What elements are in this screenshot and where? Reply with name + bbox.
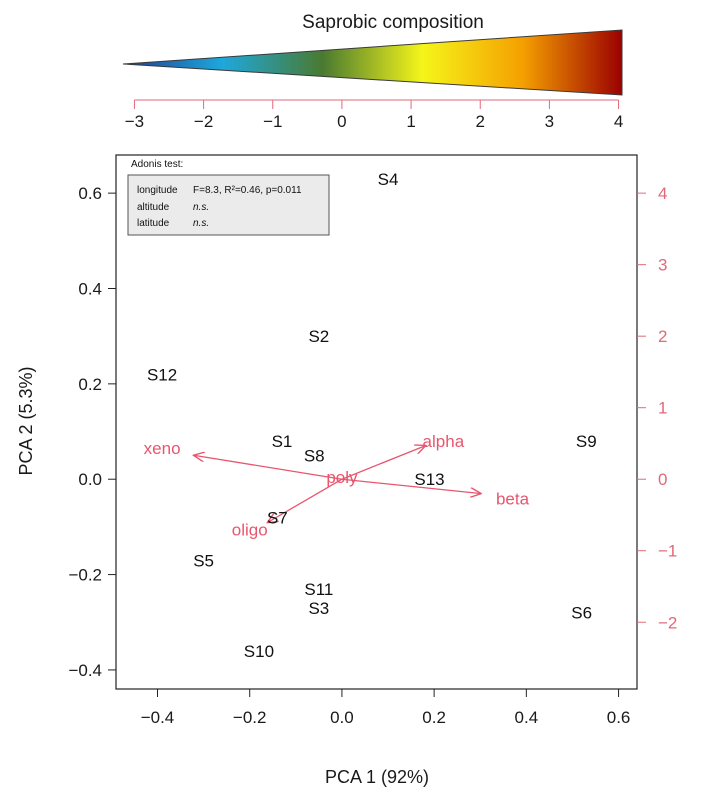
y-tick-label: 0.4 (78, 280, 102, 299)
x-axis-title: PCA 1 (92%) (325, 767, 429, 787)
vector-label-beta: beta (496, 489, 530, 508)
site-label-S10: S10 (244, 642, 274, 661)
top-tick-label: 1 (406, 112, 415, 131)
right-tick-label: 1 (658, 399, 667, 418)
vector-arrow-beta (341, 478, 480, 493)
legend-result-altitude: n.s. (193, 202, 209, 213)
top-tick-label: 3 (545, 112, 554, 131)
y-axis-title: PCA 2 (5.3%) (16, 366, 36, 475)
legend-variable-altitude: altitude (137, 202, 170, 213)
y-tick-label: 0.2 (78, 375, 102, 394)
top-tick-label: 2 (476, 112, 485, 131)
x-tick-label: −0.4 (141, 708, 175, 727)
legend-variable-latitude: latitude (137, 218, 170, 229)
legend-background (127, 174, 330, 236)
legend-title: Adonis test: (131, 159, 183, 170)
vector-arrow-alpha (341, 446, 425, 480)
right-tick-label: −2 (658, 613, 677, 632)
vector-label-alpha: alpha (423, 432, 465, 451)
site-label-S2: S2 (308, 327, 329, 346)
vector-label-poly: poly (326, 468, 358, 487)
adonis-legend: Adonis test: longitude F=8.3, R²=0.46, p… (127, 159, 330, 236)
site-label-S8: S8 (304, 446, 325, 465)
saprobic-gradient-wedge (122, 29, 623, 96)
site-label-S12: S12 (147, 365, 177, 384)
top-tick-label: 4 (614, 112, 623, 131)
vector-label-oligo: oligo (232, 520, 268, 539)
top-tick-label: −1 (263, 112, 282, 131)
axes-layer: −0.4 −0.2 0.0 0.2 0.4 0.6 −0.4 −0.2 0.0 0.2 0.4 0.6… (68, 99, 677, 727)
site-label-S13: S13 (414, 470, 444, 489)
legend-variable-longitude: longitude (137, 185, 178, 196)
site-label-S7: S7 (267, 508, 288, 527)
vector-label-xeno: xeno (144, 439, 181, 458)
vectors-layer: xeno alpha beta oligo poly (144, 432, 530, 539)
right-tick-label: 2 (658, 327, 667, 346)
site-label-S6: S6 (571, 604, 592, 623)
y-tick-label: 0.6 (78, 184, 102, 203)
vector-arrow-xeno (194, 455, 343, 480)
right-tick-label: −1 (658, 542, 677, 561)
right-tick-label: 4 (658, 184, 667, 203)
site-label-S4: S4 (378, 170, 399, 189)
y-tick-label: −0.4 (68, 661, 102, 680)
x-tick-label: 0.4 (515, 708, 539, 727)
site-label-S9: S9 (576, 432, 597, 451)
site-label-S1: S1 (272, 432, 293, 451)
top-tick-label: 0 (337, 112, 346, 131)
x-tick-label: 0.2 (422, 708, 446, 727)
site-label-S11: S11 (304, 580, 333, 599)
top-tick-label: −2 (194, 112, 213, 131)
plot-frame (115, 154, 638, 690)
site-label-S3: S3 (308, 599, 329, 618)
legend-result-latitude: n.s. (193, 218, 209, 229)
top-tick-label: −3 (125, 112, 144, 131)
legend-result-longitude: F=8.3, R²=0.46, p=0.011 (193, 185, 302, 196)
x-tick-label: 0.0 (330, 708, 354, 727)
site-label-S5: S5 (193, 551, 214, 570)
y-tick-label: −0.2 (68, 566, 102, 585)
y-tick-label: 0.0 (78, 470, 102, 489)
right-tick-label: 3 (658, 256, 667, 275)
x-tick-label: 0.6 (607, 708, 631, 727)
right-tick-label: 0 (658, 470, 667, 489)
x-tick-label: −0.2 (233, 708, 267, 727)
vector-arrow-oligo (268, 478, 343, 522)
gradient-title: Saprobic composition (302, 12, 484, 33)
